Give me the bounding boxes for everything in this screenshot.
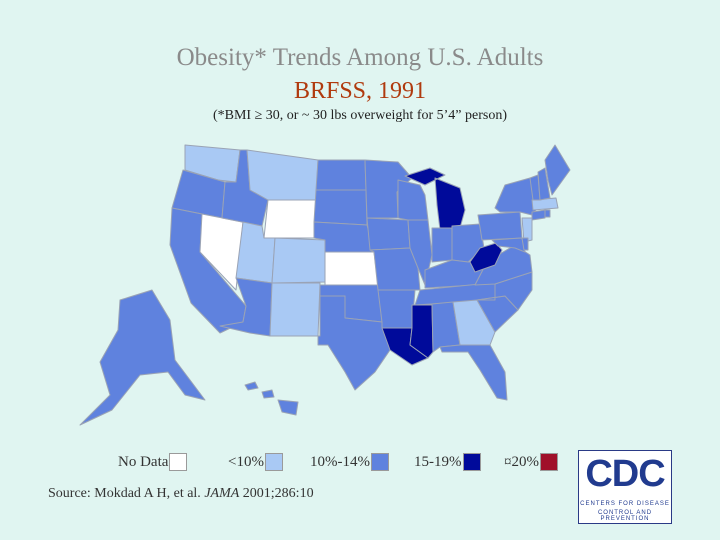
- source-citation: Source: Mokdad A H, et al. JAMA 2001;286…: [48, 486, 314, 502]
- state-nj: [521, 217, 533, 243]
- state-ks: [324, 251, 379, 286]
- state-ri: [544, 209, 551, 218]
- state-nm: [269, 282, 321, 337]
- state-mt: [246, 149, 319, 201]
- legend-label: No Data: [118, 453, 169, 470]
- state-ct: [531, 209, 546, 221]
- legend-swatch: [371, 453, 389, 471]
- state-md: [491, 237, 526, 253]
- state-ak: [79, 289, 206, 426]
- legend-swatch: [540, 453, 558, 471]
- state-tx: [317, 295, 391, 391]
- state-me: [544, 144, 571, 196]
- legend-ge20: ¤20%: [504, 453, 558, 471]
- legend-swatch: [264, 453, 283, 471]
- legend-no-data: No Data: [118, 453, 188, 471]
- state-de: [521, 237, 529, 251]
- legend-label: 15-19%: [414, 453, 462, 470]
- source-suffix: 2001;286:10: [239, 486, 314, 501]
- cdc-logo-text: CDC: [585, 453, 665, 495]
- map-title: Obesity* Trends Among U.S. Adults: [176, 44, 544, 71]
- map-subtitle: BRFSS, 1991: [293, 78, 427, 104]
- state-wi: [397, 179, 429, 221]
- state-pa: [477, 211, 523, 241]
- state-sd: [313, 189, 368, 226]
- bmi-note: (*BMI ≥ 30, or ~ 30 lbs overweight for 5…: [212, 108, 508, 123]
- state-hi: [244, 381, 299, 416]
- state-in: [431, 227, 453, 263]
- state-ar: [377, 289, 416, 329]
- source-journal: JAMA: [204, 486, 240, 501]
- state-wa: [184, 144, 241, 183]
- legend-label: ¤20%: [504, 453, 539, 470]
- legend-swatch: [462, 453, 481, 471]
- cdc-logo-line1: CENTERS FOR DISEASE: [580, 501, 670, 507]
- state-wy: [263, 199, 317, 239]
- state-fl: [439, 344, 508, 401]
- state-nd: [315, 159, 367, 191]
- legend-lt10: <10%: [228, 453, 283, 471]
- state-nh: [537, 167, 551, 201]
- state-nc: [476, 271, 533, 311]
- legend-label: 10%-14%: [310, 453, 370, 470]
- state-ga: [452, 299, 496, 346]
- state-ia: [366, 217, 411, 251]
- cdc-logo-line2: CONTROL AND PREVENTION: [597, 510, 653, 522]
- legend-label: <10%: [228, 453, 264, 470]
- state-co: [271, 237, 326, 284]
- legend-swatch: [169, 453, 188, 471]
- source-prefix: Source: Mokdad A H, et al.: [48, 486, 205, 501]
- cdc-logo: CDC CENTERS FOR DISEASE CONTROL AND PREV…: [578, 450, 672, 524]
- legend-15-19: 15-19%: [414, 453, 481, 471]
- legend-10-14: 10%-14%: [310, 453, 389, 471]
